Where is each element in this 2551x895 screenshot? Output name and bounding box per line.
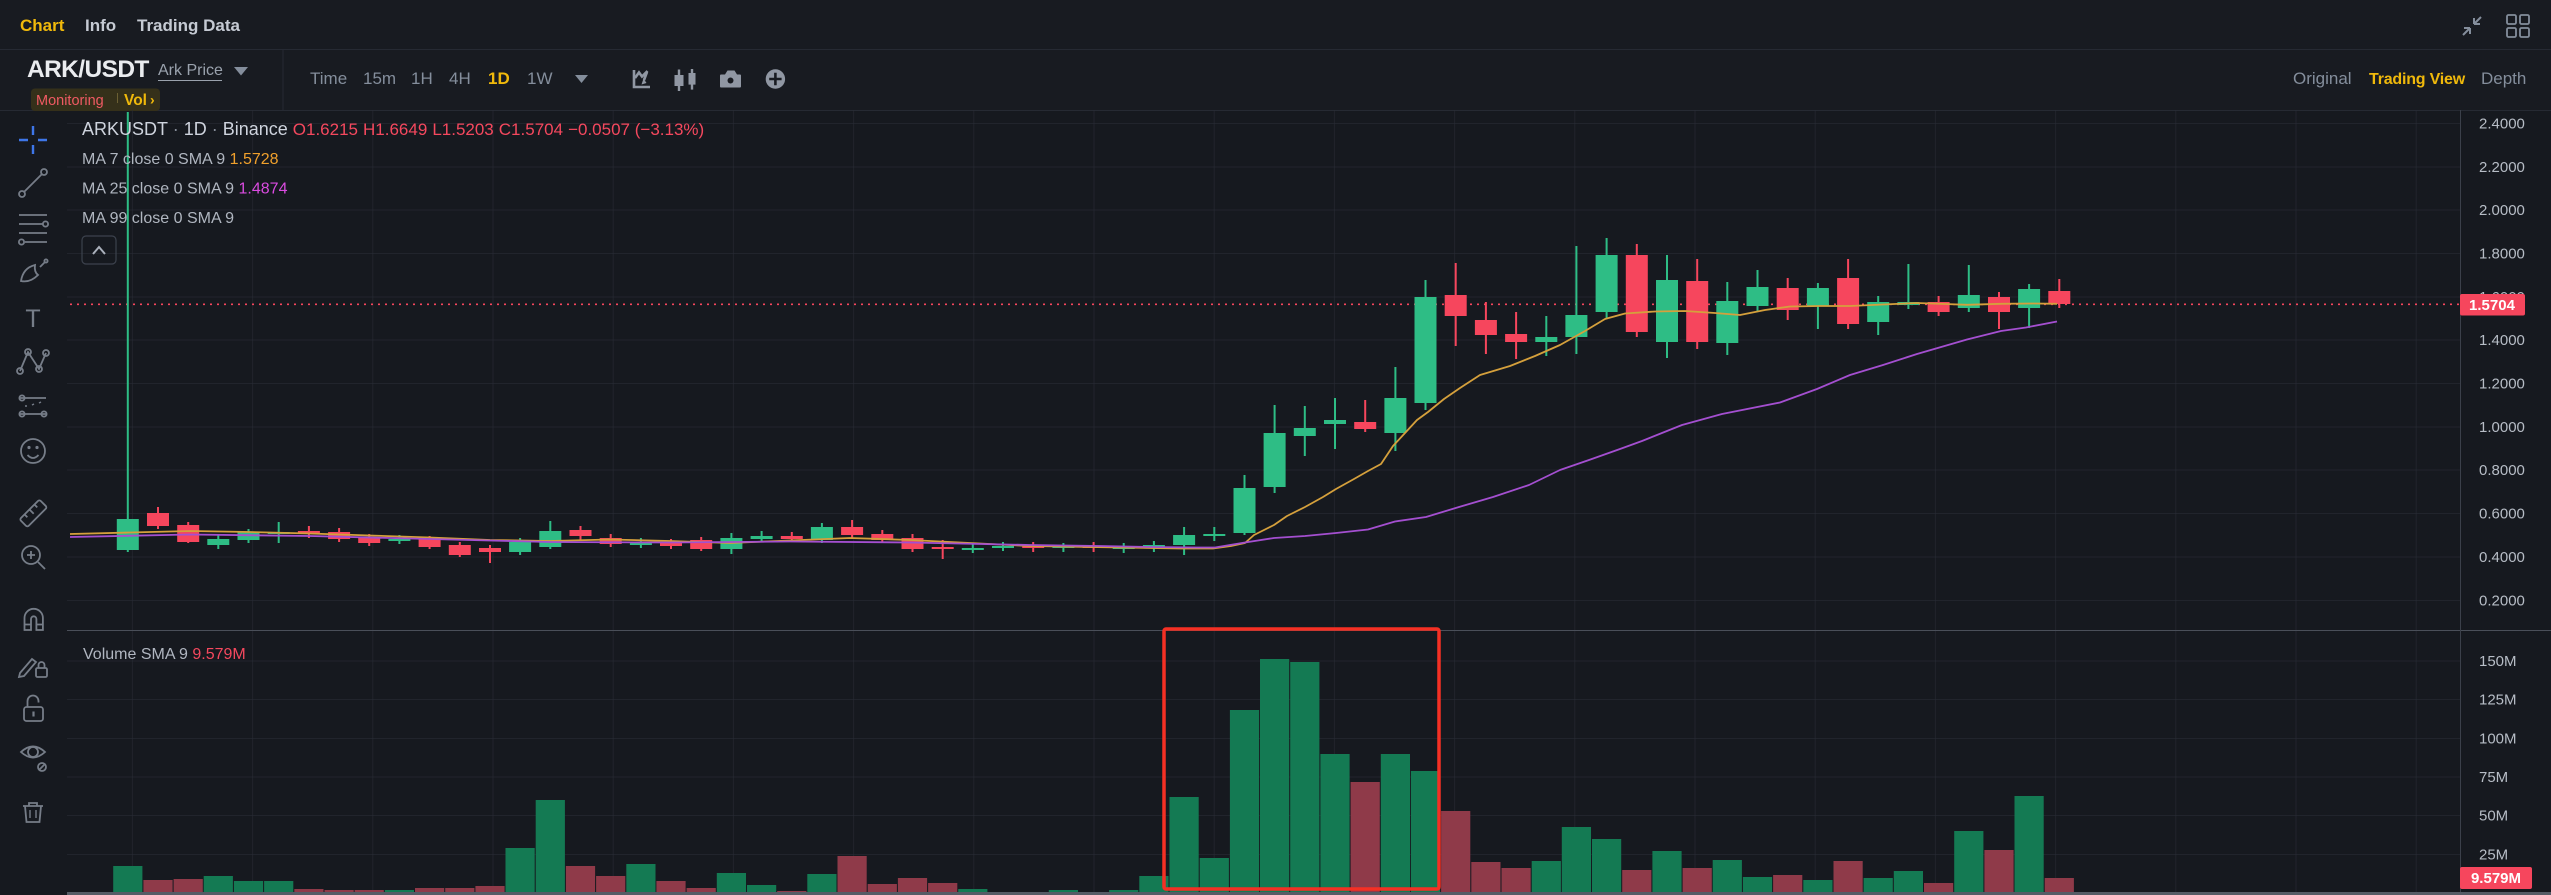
svg-text:1D: 1D xyxy=(488,69,510,88)
svg-text:2.0000: 2.0000 xyxy=(2479,202,2525,219)
svg-text:15m: 15m xyxy=(363,69,396,88)
svg-text:1.4000: 1.4000 xyxy=(2479,332,2525,349)
svg-text:›: › xyxy=(150,92,155,108)
svg-text:Vol: Vol xyxy=(124,92,147,109)
svg-text:75M: 75M xyxy=(2479,769,2508,786)
svg-text:100M: 100M xyxy=(2479,731,2517,748)
svg-text:0.6000: 0.6000 xyxy=(2479,506,2525,523)
svg-text:4H: 4H xyxy=(449,69,471,88)
svg-text:Original: Original xyxy=(2293,69,2352,88)
svg-text:125M: 125M xyxy=(2479,692,2517,709)
svg-text:25M: 25M xyxy=(2479,847,2508,864)
svg-text:0.2000: 0.2000 xyxy=(2479,593,2525,610)
svg-text:9.579M: 9.579M xyxy=(2471,870,2521,887)
svg-text:MA 7 close 0 SMA 9 1.5728: MA 7 close 0 SMA 9 1.5728 xyxy=(82,151,279,168)
svg-text:MA 25 close 0 SMA 9 1.4874: MA 25 close 0 SMA 9 1.4874 xyxy=(82,181,288,198)
svg-text:1.5704: 1.5704 xyxy=(2469,297,2516,314)
svg-text:Trading Data: Trading Data xyxy=(137,16,241,35)
svg-text:1W: 1W xyxy=(527,69,553,88)
svg-text:0.8000: 0.8000 xyxy=(2479,462,2525,479)
svg-text:Monitoring: Monitoring xyxy=(36,93,104,109)
svg-text:Trading View: Trading View xyxy=(2369,71,2466,88)
svg-text:Volume SMA 9 9.579M: Volume SMA 9 9.579M xyxy=(83,646,246,663)
svg-text:1.0000: 1.0000 xyxy=(2479,419,2525,436)
svg-text:2.2000: 2.2000 xyxy=(2479,159,2525,176)
svg-text:Depth: Depth xyxy=(2481,69,2526,88)
svg-text:ARKUSDT · 1D · Binance O1.6215: ARKUSDT · 1D · Binance O1.6215 H1.6649 L… xyxy=(82,119,704,139)
svg-text:T: T xyxy=(25,305,40,333)
svg-text:Time: Time xyxy=(310,69,347,88)
svg-text:1H: 1H xyxy=(411,69,433,88)
svg-text:50M: 50M xyxy=(2479,808,2508,825)
svg-text:2.4000: 2.4000 xyxy=(2479,116,2525,133)
svg-text:1.8000: 1.8000 xyxy=(2479,246,2525,263)
svg-text:Ark Price: Ark Price xyxy=(158,62,223,79)
svg-text:MA 99 close 0 SMA 9: MA 99 close 0 SMA 9 xyxy=(82,210,234,227)
svg-text:ARK/USDT: ARK/USDT xyxy=(27,56,149,83)
svg-text:0.4000: 0.4000 xyxy=(2479,549,2525,566)
svg-text:150M: 150M xyxy=(2479,653,2517,670)
svg-text:Info: Info xyxy=(85,16,116,35)
svg-text:1.2000: 1.2000 xyxy=(2479,376,2525,393)
svg-text:Chart: Chart xyxy=(20,16,65,35)
